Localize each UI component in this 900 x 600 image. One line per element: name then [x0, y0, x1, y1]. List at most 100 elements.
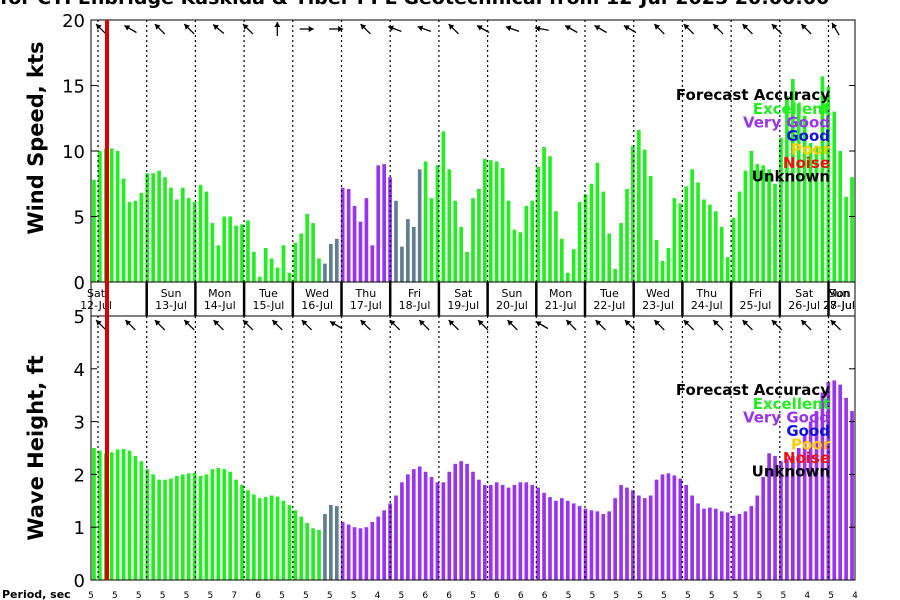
bar: [115, 449, 120, 580]
bar: [269, 258, 274, 282]
bar: [483, 484, 487, 580]
bar: [678, 203, 683, 282]
bar: [240, 224, 244, 282]
direction-arrow: [329, 320, 343, 330]
bar: [850, 411, 854, 580]
bar: [666, 473, 671, 580]
wave-axes-frame: [90, 315, 856, 581]
bar: [536, 166, 540, 282]
wind-direction-arrows: [95, 22, 840, 36]
bar: [92, 179, 96, 282]
direction-arrow: [154, 319, 166, 331]
bar: [518, 482, 523, 580]
bar: [761, 165, 766, 282]
bar: [346, 188, 351, 282]
direction-arrow: [623, 24, 637, 34]
day-of-week: Mon: [208, 287, 231, 300]
bar: [370, 521, 375, 580]
day-of-week: Sat: [454, 287, 473, 300]
direction-arrow: [448, 23, 460, 35]
bar: [400, 482, 404, 580]
bar: [494, 161, 499, 282]
day-of-week: Sat: [87, 287, 106, 300]
bar: [175, 199, 179, 282]
bar: [565, 272, 570, 282]
bar: [619, 484, 623, 580]
wave-y-axis-label: Wave Height, ft: [24, 355, 48, 540]
wave-direction-arrows: [95, 319, 842, 331]
day-date: 21-Jul: [545, 299, 577, 312]
bar: [98, 450, 102, 580]
bar: [512, 229, 517, 282]
bar: [394, 200, 398, 282]
bar: [536, 487, 540, 580]
period-value: 5: [757, 591, 763, 600]
legend-item: Noise: [783, 154, 830, 172]
legend-item: Unknown: [752, 463, 830, 481]
day-of-week: Sat: [795, 287, 814, 300]
bar: [755, 164, 760, 282]
period-label: Period, sec: [2, 588, 71, 600]
y-tick-label: 15: [62, 77, 85, 98]
wave-bars: [92, 380, 854, 580]
bar: [560, 238, 564, 282]
day-date: 13-Jul: [155, 299, 187, 312]
bar: [257, 276, 262, 282]
bar: [500, 168, 505, 282]
wind-y-axis-label: Wind Speed, kts: [24, 41, 48, 234]
bar: [180, 187, 185, 282]
bar: [844, 196, 848, 282]
direction-arrow: [712, 319, 724, 331]
bar: [198, 185, 203, 282]
bar: [453, 200, 458, 282]
legend-item: Noise: [783, 449, 830, 467]
bar: [708, 507, 712, 580]
direction-arrow: [360, 23, 371, 35]
bar: [702, 199, 706, 282]
bar: [210, 469, 215, 580]
bar: [601, 514, 606, 580]
day-date: 24-Jul: [691, 299, 723, 312]
bar: [281, 500, 286, 580]
bar: [684, 484, 689, 580]
bar: [773, 183, 777, 282]
direction-arrow: [653, 319, 665, 331]
period-value: 5: [637, 591, 643, 600]
bar: [708, 204, 712, 282]
bar: [719, 511, 724, 580]
bar: [796, 103, 801, 282]
bar: [636, 495, 641, 580]
period-value: 5: [88, 591, 94, 600]
bar: [346, 524, 351, 580]
bar: [471, 471, 475, 580]
bar: [702, 508, 706, 580]
bar: [725, 512, 730, 580]
bar: [305, 522, 309, 580]
bar: [423, 471, 428, 580]
direction-arrow: [830, 319, 842, 331]
bar: [773, 455, 777, 580]
direction-arrow: [183, 23, 195, 35]
bar: [175, 475, 179, 580]
bar: [447, 471, 452, 580]
period-value: 4: [375, 591, 381, 600]
direction-arrow: [831, 22, 840, 36]
bar: [411, 226, 416, 282]
wave-y-ticks: 0 1 2 3 4 5: [74, 307, 855, 592]
direction-arrow: [506, 319, 518, 331]
bar: [257, 498, 262, 580]
bar: [577, 202, 582, 282]
bar: [654, 479, 659, 580]
period-value: 5: [303, 591, 309, 600]
bar: [583, 194, 588, 282]
bar: [808, 143, 813, 282]
bar: [204, 474, 209, 580]
bar: [506, 487, 511, 580]
bar: [317, 258, 321, 282]
period-value: 6: [422, 591, 428, 600]
bar: [275, 267, 280, 282]
bar: [690, 169, 694, 282]
bar: [382, 164, 386, 282]
bar: [554, 500, 558, 580]
